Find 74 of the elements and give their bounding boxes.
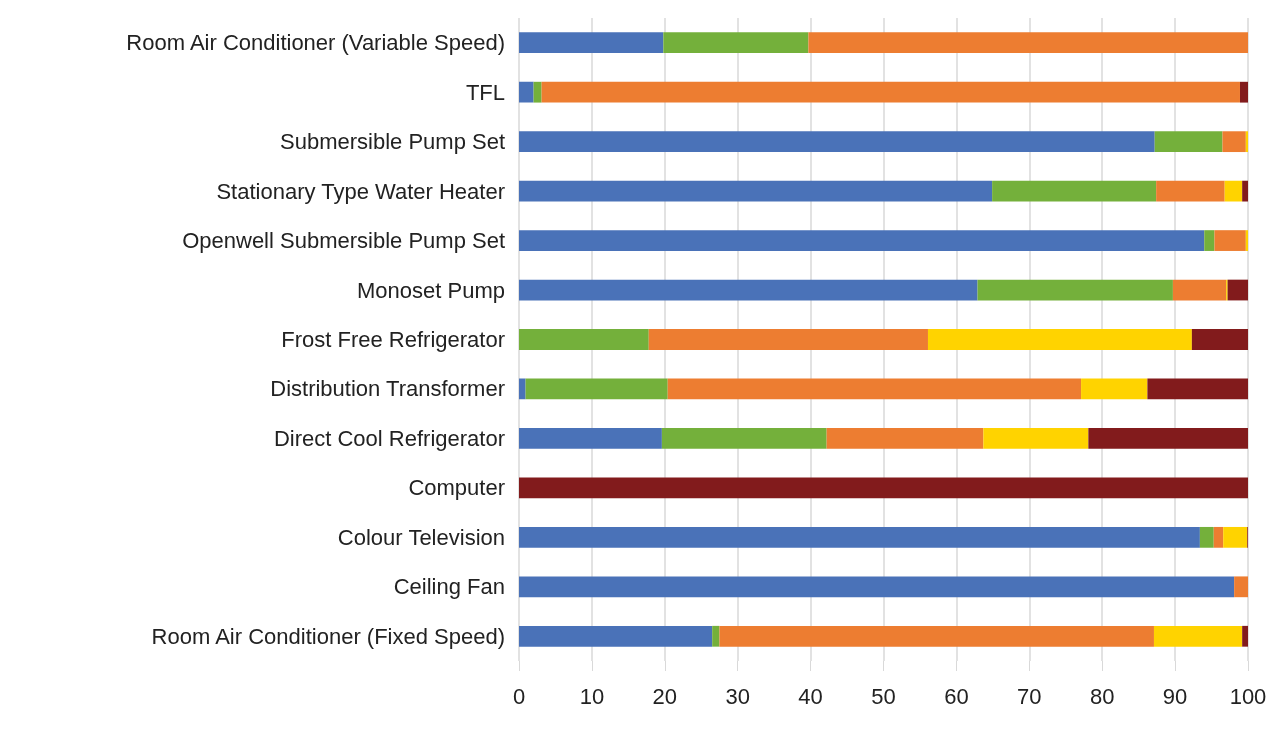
bar [1204,230,1215,251]
bar [1242,625,1248,647]
bar [1224,180,1243,202]
bar [519,625,713,647]
bar [1227,279,1248,301]
bar [1147,378,1248,400]
y-tick-label: Ceiling Fan [393,574,505,600]
bar [667,378,1082,400]
bar [533,81,542,103]
bar [519,329,649,350]
bar [1214,230,1246,251]
bar [1239,81,1248,103]
y-tick-label: TFL [465,79,505,105]
y-tick-label: Distribution Transformer [270,376,505,402]
y-tick-label: Room Air Conditioner (Fixed Speed) [151,623,505,649]
bar [1088,428,1248,449]
bar [1222,131,1246,153]
y-tick-label: Colour Television [337,524,505,550]
bar [1223,526,1248,548]
bar [1199,526,1214,548]
bar [519,180,993,202]
bar [1242,180,1248,202]
y-tick-label: Computer [408,475,505,501]
x-tick-label: 100 [1229,683,1267,709]
y-tick-label: Submersible Pump Set [280,129,505,155]
bar [519,230,1205,251]
bar [719,625,1154,647]
bar [826,428,984,449]
bar [519,131,1155,153]
bar [992,180,1157,202]
bar [525,378,668,400]
bar [519,279,978,301]
x-tick-label: 40 [798,683,823,709]
y-tick-label: Frost Free Refrigerator [281,327,505,352]
bar [712,625,720,647]
bar [1172,279,1227,301]
bar [519,576,1235,598]
bar [541,81,1240,103]
x-tick-label: 90 [1162,683,1188,709]
bar [519,81,534,103]
bar [1213,526,1224,548]
bar [808,32,1248,54]
bar [1156,180,1225,202]
bar [661,428,827,449]
bar [519,32,664,54]
x-tick-label: 20 [652,683,678,709]
x-tick-label: 60 [944,683,969,709]
bar [1081,378,1148,400]
y-tick-label: Direct Cool Refrigerator [273,425,505,451]
y-tick-label: Stationary Type Water Heater [216,178,505,204]
x-tick-label: 50 [871,683,896,709]
x-tick-label: 30 [725,683,750,709]
bar [1154,131,1223,153]
bar [663,32,809,54]
y-tick-label: Monoset Pump [357,277,505,303]
bar [983,428,1089,449]
bar [977,279,1173,301]
bar [519,378,526,400]
bar [1245,230,1248,251]
bar [1191,329,1248,350]
bar [927,329,1192,350]
y-tick-label: Room Air Conditioner (Variable Speed) [126,30,505,56]
bar [1153,625,1243,647]
y-tick-label: Openwell Submersible Pump Set [182,228,505,254]
bar [519,526,1200,548]
x-tick-label: 10 [579,683,605,709]
x-tick-label: 0 [512,683,526,709]
bar [1245,131,1248,153]
bar [1234,576,1248,598]
x-tick-label: 70 [1017,683,1042,709]
bar [519,477,1248,499]
x-tick-label: 80 [1089,683,1115,709]
bar [519,428,662,449]
bar [648,329,928,350]
